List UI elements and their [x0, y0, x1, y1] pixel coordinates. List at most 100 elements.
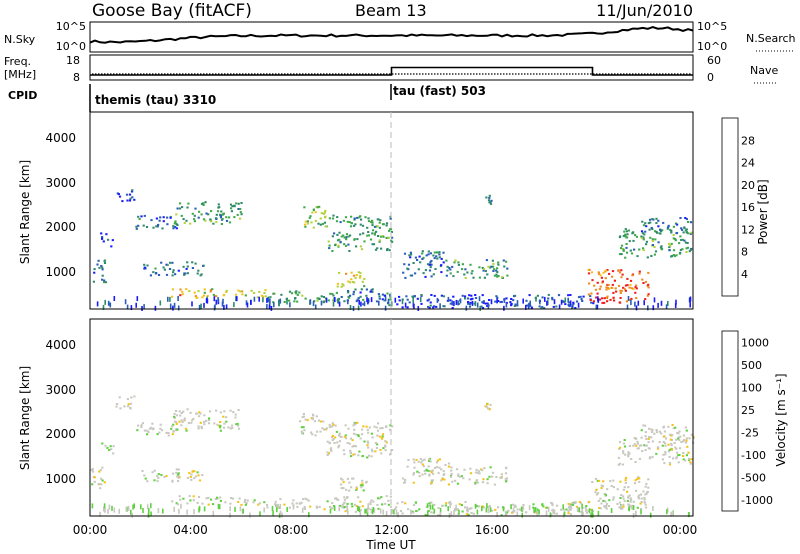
velocity-scatter-cell — [245, 502, 248, 504]
velocity-scatter-cell — [444, 504, 447, 507]
power-scatter-cell — [260, 294, 263, 297]
velocity-scatter-cell — [349, 449, 352, 452]
power-scatter-cell — [345, 233, 349, 236]
power-scatter-cell — [647, 271, 650, 274]
power-scatter-cell — [411, 295, 414, 298]
velocity-scatter-cell — [92, 470, 95, 473]
power-scatter-cell — [359, 215, 362, 218]
power-scatter-cell — [490, 265, 493, 268]
power-scatter-cell — [332, 214, 335, 217]
velocity-scatter-cell — [234, 416, 237, 419]
freq-left-tick-bottom: 8 — [73, 71, 80, 84]
velocity-scatter-cell — [428, 473, 431, 476]
velocity-scatter-cell — [175, 423, 178, 425]
velocity-scatter-cell — [637, 495, 640, 498]
power-scatter-cell — [489, 266, 492, 269]
power-scatter-cell — [646, 294, 649, 297]
velocity-scatter-cell — [685, 454, 688, 457]
power-scatter-cell — [489, 201, 492, 204]
velocity-scatter-cell — [329, 447, 333, 450]
power-scatter-cell — [653, 253, 656, 256]
velocity-scatter-cell — [505, 477, 509, 480]
nsky-label: N.Sky — [4, 33, 36, 46]
velocity-scatter-cell — [671, 433, 674, 436]
velocity-scatter-cell — [642, 490, 645, 493]
velocity-scatter-cell — [178, 410, 181, 413]
velocity-ground-cell — [366, 507, 369, 513]
power-scatter-cell — [175, 227, 178, 230]
velocity-scatter-cell — [660, 432, 663, 435]
velocity-scatter-cell — [180, 419, 183, 422]
power-scatter-cell — [358, 216, 361, 219]
power-scatter-cell — [197, 216, 200, 219]
velocity-ground-cell — [150, 503, 152, 509]
power-scatter-cell — [470, 272, 473, 275]
velocity-scatter-cell — [359, 437, 362, 440]
power-scatter-cell — [606, 300, 609, 303]
velocity-scatter-cell — [572, 501, 575, 504]
power-scatter-cell — [442, 251, 445, 254]
velocity-scatter-cell — [91, 483, 94, 486]
velocity-scatter-cell — [450, 466, 453, 469]
power-scatter-cell — [625, 230, 629, 233]
velocity-scatter-cell — [636, 440, 639, 443]
power-scatter-cell — [674, 222, 678, 225]
velocity-scatter-cell — [423, 469, 426, 472]
velocity-scatter-cell — [112, 445, 115, 448]
velocity-scatter-cell — [219, 429, 222, 432]
velocity-ground-cell — [631, 504, 633, 510]
power-ground-cell — [366, 297, 368, 303]
power-scatter-cell — [420, 294, 423, 296]
power-scatter-cell — [357, 297, 360, 300]
power-scatter-cell — [350, 271, 353, 274]
power-scatter-cell — [104, 281, 108, 284]
velocity-scatter-cell — [317, 419, 320, 422]
power-scatter-cell — [642, 249, 645, 252]
velocity-scatter-cell — [151, 422, 154, 425]
velocity-scatter-cell — [274, 500, 277, 503]
power-scatter-cell — [143, 214, 146, 217]
power-scatter-cell — [417, 268, 420, 271]
velocity-scatter-cell — [175, 468, 178, 471]
velocity-scatter-cell — [384, 502, 387, 505]
power-scatter-cell — [178, 207, 182, 210]
velocity-scatter-cell — [216, 496, 219, 499]
power-scatter-cell — [186, 272, 189, 275]
power-scatter-cell — [181, 206, 184, 209]
power-scatter-cell — [420, 302, 423, 305]
power-scatter-cell — [211, 288, 214, 291]
power-ground-cell — [394, 297, 397, 303]
velocity-scatter-cell — [418, 471, 421, 474]
power-scatter-cell — [408, 301, 411, 304]
power-scatter-cell — [681, 228, 684, 231]
velocity-scatter-cell — [688, 458, 691, 461]
velocity-scatter-cell — [156, 480, 159, 483]
velocity-scatter-cell — [196, 501, 199, 504]
velocity-ground-cell — [357, 506, 359, 511]
power-scatter-cell — [659, 229, 662, 232]
velocity-scatter-cell — [551, 509, 554, 512]
velocity-ground-cell — [277, 503, 279, 509]
power-scatter-cell — [619, 292, 622, 294]
velocity-ground-cell — [533, 508, 535, 513]
power-scatter-cell — [598, 273, 601, 276]
power-scatter-cell — [237, 202, 240, 205]
velocity-scatter-cell — [350, 486, 353, 489]
velocity-scatter-cell — [604, 500, 607, 503]
velocity-scatter-cell — [208, 410, 212, 413]
power-scale-tick: 16 — [741, 201, 755, 214]
velocity-scatter-cell — [598, 479, 601, 482]
velocity-scatter-cell — [412, 504, 416, 507]
power-scatter-cell — [403, 252, 407, 255]
velocity-colorbar: Velocity [m s⁻¹] 100050010025-25-100-500… — [721, 330, 788, 512]
power-ground-cell — [273, 302, 275, 308]
power-scatter-cell — [369, 238, 373, 241]
power-scatter-cell — [433, 251, 436, 254]
velocity-scatter-cell — [475, 479, 479, 482]
velocity-scatter-cell — [504, 478, 507, 481]
velocity-scatter-cell — [337, 444, 341, 447]
power-scatter-cell — [347, 235, 350, 238]
power-scatter-cell — [471, 297, 474, 300]
velocity-ground-cell — [486, 503, 488, 509]
power-scatter-cell — [196, 272, 199, 275]
